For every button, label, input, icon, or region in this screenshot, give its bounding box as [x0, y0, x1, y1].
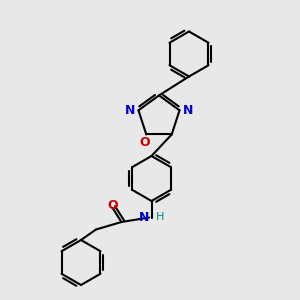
- Text: N: N: [183, 104, 194, 117]
- Text: H: H: [156, 212, 164, 223]
- Text: O: O: [107, 199, 118, 212]
- Text: N: N: [139, 211, 149, 224]
- Text: N: N: [124, 104, 135, 117]
- Text: O: O: [140, 136, 150, 149]
